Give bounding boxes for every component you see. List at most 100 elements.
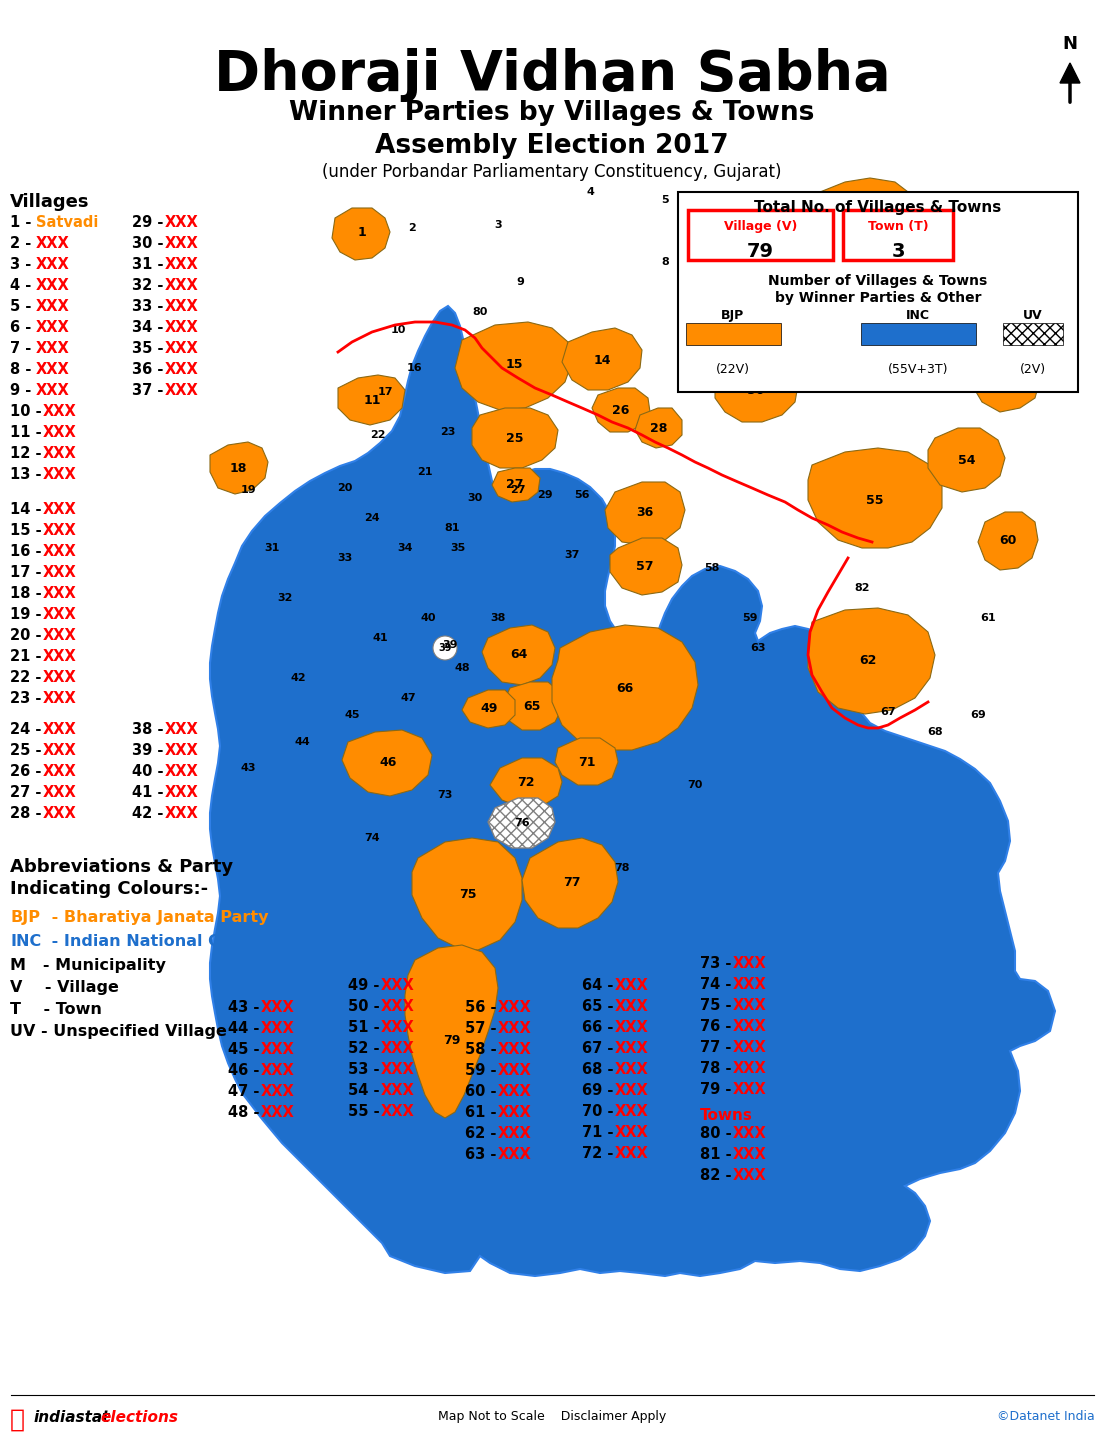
Text: 40: 40	[420, 612, 435, 623]
Text: XXX: XXX	[497, 1147, 532, 1161]
Polygon shape	[406, 945, 498, 1118]
Text: XXX: XXX	[380, 978, 414, 993]
Text: 25 -: 25 -	[10, 744, 46, 758]
Text: 71 -: 71 -	[582, 1125, 619, 1140]
Text: XXX: XXX	[165, 298, 198, 314]
Text: Total No. of Villages & Towns: Total No. of Villages & Towns	[755, 200, 1001, 215]
Text: XXX: XXX	[380, 1062, 414, 1076]
Text: XXX: XXX	[380, 1104, 414, 1120]
Text: XXX: XXX	[614, 1146, 649, 1161]
Text: XXX: XXX	[36, 383, 70, 398]
Text: 6 -: 6 -	[10, 320, 36, 334]
Text: 3: 3	[892, 242, 905, 261]
Text: 7: 7	[758, 210, 766, 220]
Text: 29: 29	[537, 490, 552, 500]
Text: XXX: XXX	[614, 1125, 649, 1140]
Polygon shape	[502, 682, 562, 731]
Text: XXX: XXX	[614, 1020, 649, 1035]
Text: 9 -: 9 -	[10, 383, 36, 398]
Text: 22: 22	[370, 429, 386, 440]
Text: 20 -: 20 -	[10, 628, 46, 643]
Polygon shape	[462, 690, 515, 728]
Text: INC: INC	[906, 308, 930, 321]
Polygon shape	[555, 738, 618, 785]
Text: Village (V): Village (V)	[724, 220, 797, 233]
Polygon shape	[1060, 63, 1080, 84]
Text: ⓘ: ⓘ	[10, 1408, 25, 1432]
Text: 44: 44	[294, 736, 309, 746]
Text: 3: 3	[494, 220, 502, 231]
Text: 62: 62	[860, 654, 876, 667]
Text: UV: UV	[1023, 308, 1043, 321]
Text: 45 -: 45 -	[228, 1042, 264, 1058]
Text: XXX: XXX	[165, 215, 198, 231]
Text: Town (T): Town (T)	[867, 220, 928, 233]
Text: 61: 61	[980, 612, 996, 623]
Text: 73 -: 73 -	[699, 955, 737, 971]
Text: XXX: XXX	[42, 628, 76, 643]
Text: 51: 51	[823, 343, 841, 356]
Text: 57 -: 57 -	[465, 1022, 502, 1036]
Text: 39: 39	[442, 640, 457, 650]
Text: 15 -: 15 -	[10, 523, 46, 537]
Polygon shape	[488, 798, 555, 847]
Text: 31: 31	[264, 543, 280, 553]
Bar	[861, 323, 976, 344]
Text: 17 -: 17 -	[10, 565, 46, 579]
Text: V    - Village: V - Village	[10, 980, 119, 994]
Text: 78: 78	[614, 863, 630, 873]
Text: XXX: XXX	[380, 1020, 414, 1035]
Text: 20: 20	[337, 483, 352, 493]
Text: XXX: XXX	[36, 236, 70, 251]
Text: XXX: XXX	[165, 320, 198, 334]
Text: 50 -: 50 -	[348, 999, 385, 1014]
Text: Map Not to Scale    Disclaimer Apply: Map Not to Scale Disclaimer Apply	[438, 1409, 666, 1424]
Text: 69 -: 69 -	[582, 1084, 619, 1098]
Polygon shape	[343, 731, 432, 795]
Text: UV - Unspecified Village: UV - Unspecified Village	[10, 1025, 227, 1039]
Text: 4: 4	[586, 187, 594, 197]
Text: 35 -: 35 -	[131, 342, 169, 356]
Text: XXX: XXX	[36, 320, 70, 334]
Text: Towns: Towns	[699, 1108, 753, 1123]
Text: 70 -: 70 -	[582, 1104, 619, 1120]
Text: 70: 70	[687, 780, 703, 790]
Text: 81 -: 81 -	[699, 1147, 737, 1161]
Text: 25: 25	[506, 431, 524, 444]
Text: 29 -: 29 -	[131, 215, 168, 231]
Text: 53 -: 53 -	[348, 1062, 385, 1076]
Text: 34: 34	[398, 543, 413, 553]
Text: 39 -: 39 -	[131, 744, 168, 758]
Text: 82: 82	[854, 584, 870, 594]
Text: 42: 42	[291, 673, 306, 683]
Text: 8: 8	[661, 256, 669, 267]
Text: 14 -: 14 -	[10, 501, 46, 517]
Text: 2 -: 2 -	[10, 236, 36, 251]
Text: 12 -: 12 -	[10, 447, 46, 461]
Text: 43: 43	[240, 762, 255, 772]
Text: by Winner Parties & Other: by Winner Parties & Other	[775, 291, 981, 305]
Text: 37 -: 37 -	[131, 383, 168, 398]
Text: (55V+3T): (55V+3T)	[887, 363, 948, 376]
Text: 65 -: 65 -	[582, 999, 619, 1014]
Text: 15: 15	[505, 359, 523, 372]
Text: 60: 60	[999, 535, 1017, 548]
Text: 41: 41	[372, 633, 388, 643]
Text: XXX: XXX	[497, 1125, 532, 1141]
Text: 24 -: 24 -	[10, 722, 46, 736]
Text: 67: 67	[881, 708, 896, 718]
Text: 55 -: 55 -	[348, 1104, 385, 1120]
Text: XXX: XXX	[733, 1147, 766, 1161]
Text: XXX: XXX	[42, 467, 76, 481]
Text: 82 -: 82 -	[699, 1169, 737, 1183]
Polygon shape	[332, 208, 390, 259]
Text: 75: 75	[460, 889, 476, 902]
Text: 54 -: 54 -	[348, 1084, 385, 1098]
Polygon shape	[606, 481, 685, 545]
Text: 78 -: 78 -	[699, 1061, 737, 1076]
Text: 37: 37	[565, 550, 580, 561]
Text: XXX: XXX	[733, 1019, 766, 1035]
Text: 9: 9	[516, 277, 524, 287]
Text: ©Datanet India: ©Datanet India	[997, 1409, 1095, 1424]
Text: 27: 27	[506, 478, 524, 491]
